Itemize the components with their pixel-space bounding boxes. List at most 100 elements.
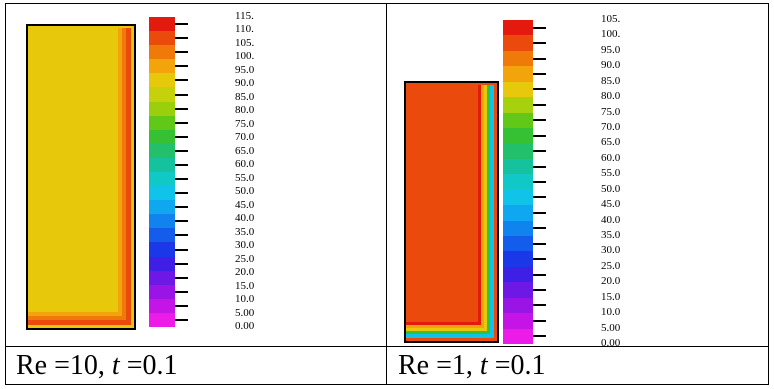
colorbar-swatch <box>503 189 533 206</box>
colorbar-label: 65.0 <box>601 136 621 149</box>
colorbar-tick <box>533 289 546 291</box>
colorbar-label: 55.0 <box>601 167 621 180</box>
field-band <box>406 322 482 326</box>
colorbar-swatch <box>149 242 175 258</box>
colorbar-tick <box>175 234 188 237</box>
colorbar-swatch <box>503 143 533 160</box>
colorbar-label: 0.00 <box>601 337 621 349</box>
colorbar-tick <box>175 262 188 265</box>
field-band <box>28 312 123 317</box>
row-divider <box>6 346 768 347</box>
colorbar-label: 105. <box>235 36 255 49</box>
colorbar: 105. 100. 95.0 90.0 85.0 80.0 75.0 70.0 65.0 60.0… <box>503 14 633 349</box>
colorbar-tick <box>533 103 546 106</box>
colorbar-tick <box>175 23 188 26</box>
colorbar-label: 80.0 <box>235 104 255 117</box>
colorbar-label: 90.0 <box>235 77 255 90</box>
colorbar-tick <box>533 26 546 29</box>
colorbar-tick <box>175 290 188 293</box>
colorbar-tick <box>533 42 546 45</box>
colorbar-swatch <box>503 313 533 330</box>
field-band <box>490 85 494 336</box>
colorbar-swatch <box>149 101 175 117</box>
colorbar-tick <box>533 242 546 245</box>
colorbar-tick <box>175 107 188 110</box>
colorbar-tick <box>175 304 188 307</box>
colorbar-tick <box>175 192 188 195</box>
colorbar-swatch <box>149 115 175 131</box>
field-band <box>406 325 485 329</box>
colorbar-swatch <box>503 297 533 314</box>
colorbar-label: 45.0 <box>601 198 621 211</box>
temperature-field-domain <box>404 81 499 343</box>
colorbar-tick <box>175 37 188 40</box>
caption-var: t <box>111 350 120 381</box>
colorbar-swatch <box>503 220 533 237</box>
colorbar-swatch <box>149 73 175 88</box>
colorbar-label: 40.0 <box>601 213 621 226</box>
caption-prefix: Re <box>16 350 48 381</box>
colorbar-label: 40.0 <box>235 212 255 225</box>
colorbar-label: 35.0 <box>235 225 255 238</box>
colorbar-label: 115. <box>235 10 254 22</box>
colorbar-tick <box>533 150 546 153</box>
field-band <box>118 28 123 314</box>
colorbar-label: 5.00 <box>601 321 621 334</box>
colorbar-swatch <box>149 256 175 272</box>
field-band <box>126 28 131 322</box>
field-band <box>406 331 491 335</box>
temperature-field-domain <box>26 24 136 330</box>
field-band <box>487 85 491 333</box>
colorbar-swatch <box>503 266 533 283</box>
column-divider <box>386 4 387 384</box>
colorbar-swatch <box>503 50 533 67</box>
field-band <box>478 85 482 324</box>
colorbar-swatch <box>503 128 533 144</box>
colorbar-tick <box>533 335 546 338</box>
colorbar-label: 75.0 <box>601 105 621 118</box>
caption-eq: =1, <box>429 350 480 381</box>
colorbar-swatch <box>503 66 533 83</box>
colorbar-label: 95.0 <box>601 43 621 56</box>
colorbar-tick <box>175 206 188 209</box>
colorbar-tick <box>175 149 188 152</box>
colorbar-label: 65.0 <box>235 144 255 157</box>
field-band <box>122 28 127 318</box>
colorbar-swatch <box>149 143 175 159</box>
colorbar-tick <box>175 220 188 223</box>
colorbar-swatch <box>149 214 175 229</box>
colorbar-label: 5.00 <box>235 306 255 319</box>
colorbar-label: 50.0 <box>235 185 255 198</box>
colorbar-tick <box>175 163 188 166</box>
colorbar-swatch <box>149 312 175 328</box>
colorbar-swatch <box>149 228 175 243</box>
colorbar-tick <box>533 304 546 307</box>
caption-eq: =10, <box>47 350 112 381</box>
colorbar-swatch <box>503 328 533 345</box>
colorbar-label: 35.0 <box>601 229 621 241</box>
colorbar-label: 70.0 <box>601 121 621 133</box>
colorbar-label: 100. <box>235 50 255 63</box>
colorbar-label: 45.0 <box>235 198 255 211</box>
colorbar-swatch <box>149 270 175 286</box>
colorbar-label: 85.0 <box>601 74 621 87</box>
colorbar-swatch <box>149 157 175 173</box>
colorbar-label: 25.0 <box>601 259 621 272</box>
colorbar-tick <box>175 65 188 68</box>
colorbar-swatch <box>149 45 175 60</box>
colorbar-label: 100. <box>601 28 621 41</box>
figure-table: 115. 110. 105. 100. 95.0 90.0 85.0 80.0 75.0 70.0… <box>5 3 769 385</box>
colorbar-label: 50.0 <box>601 182 621 195</box>
colorbar-label: 90.0 <box>601 59 621 72</box>
colorbar-swatch <box>503 236 533 252</box>
colorbar-label: 60.0 <box>601 151 621 164</box>
colorbar-tick <box>175 135 188 138</box>
colorbar-tick <box>175 276 188 279</box>
colorbar-label: 15.0 <box>235 279 255 292</box>
colorbar-swatch <box>149 172 175 187</box>
colorbar-tick <box>533 181 546 183</box>
colorbar-swatch <box>149 298 175 314</box>
colorbar-swatch <box>503 35 533 52</box>
colorbar-label: 30.0 <box>235 239 255 252</box>
colorbar-swatch <box>149 200 175 215</box>
